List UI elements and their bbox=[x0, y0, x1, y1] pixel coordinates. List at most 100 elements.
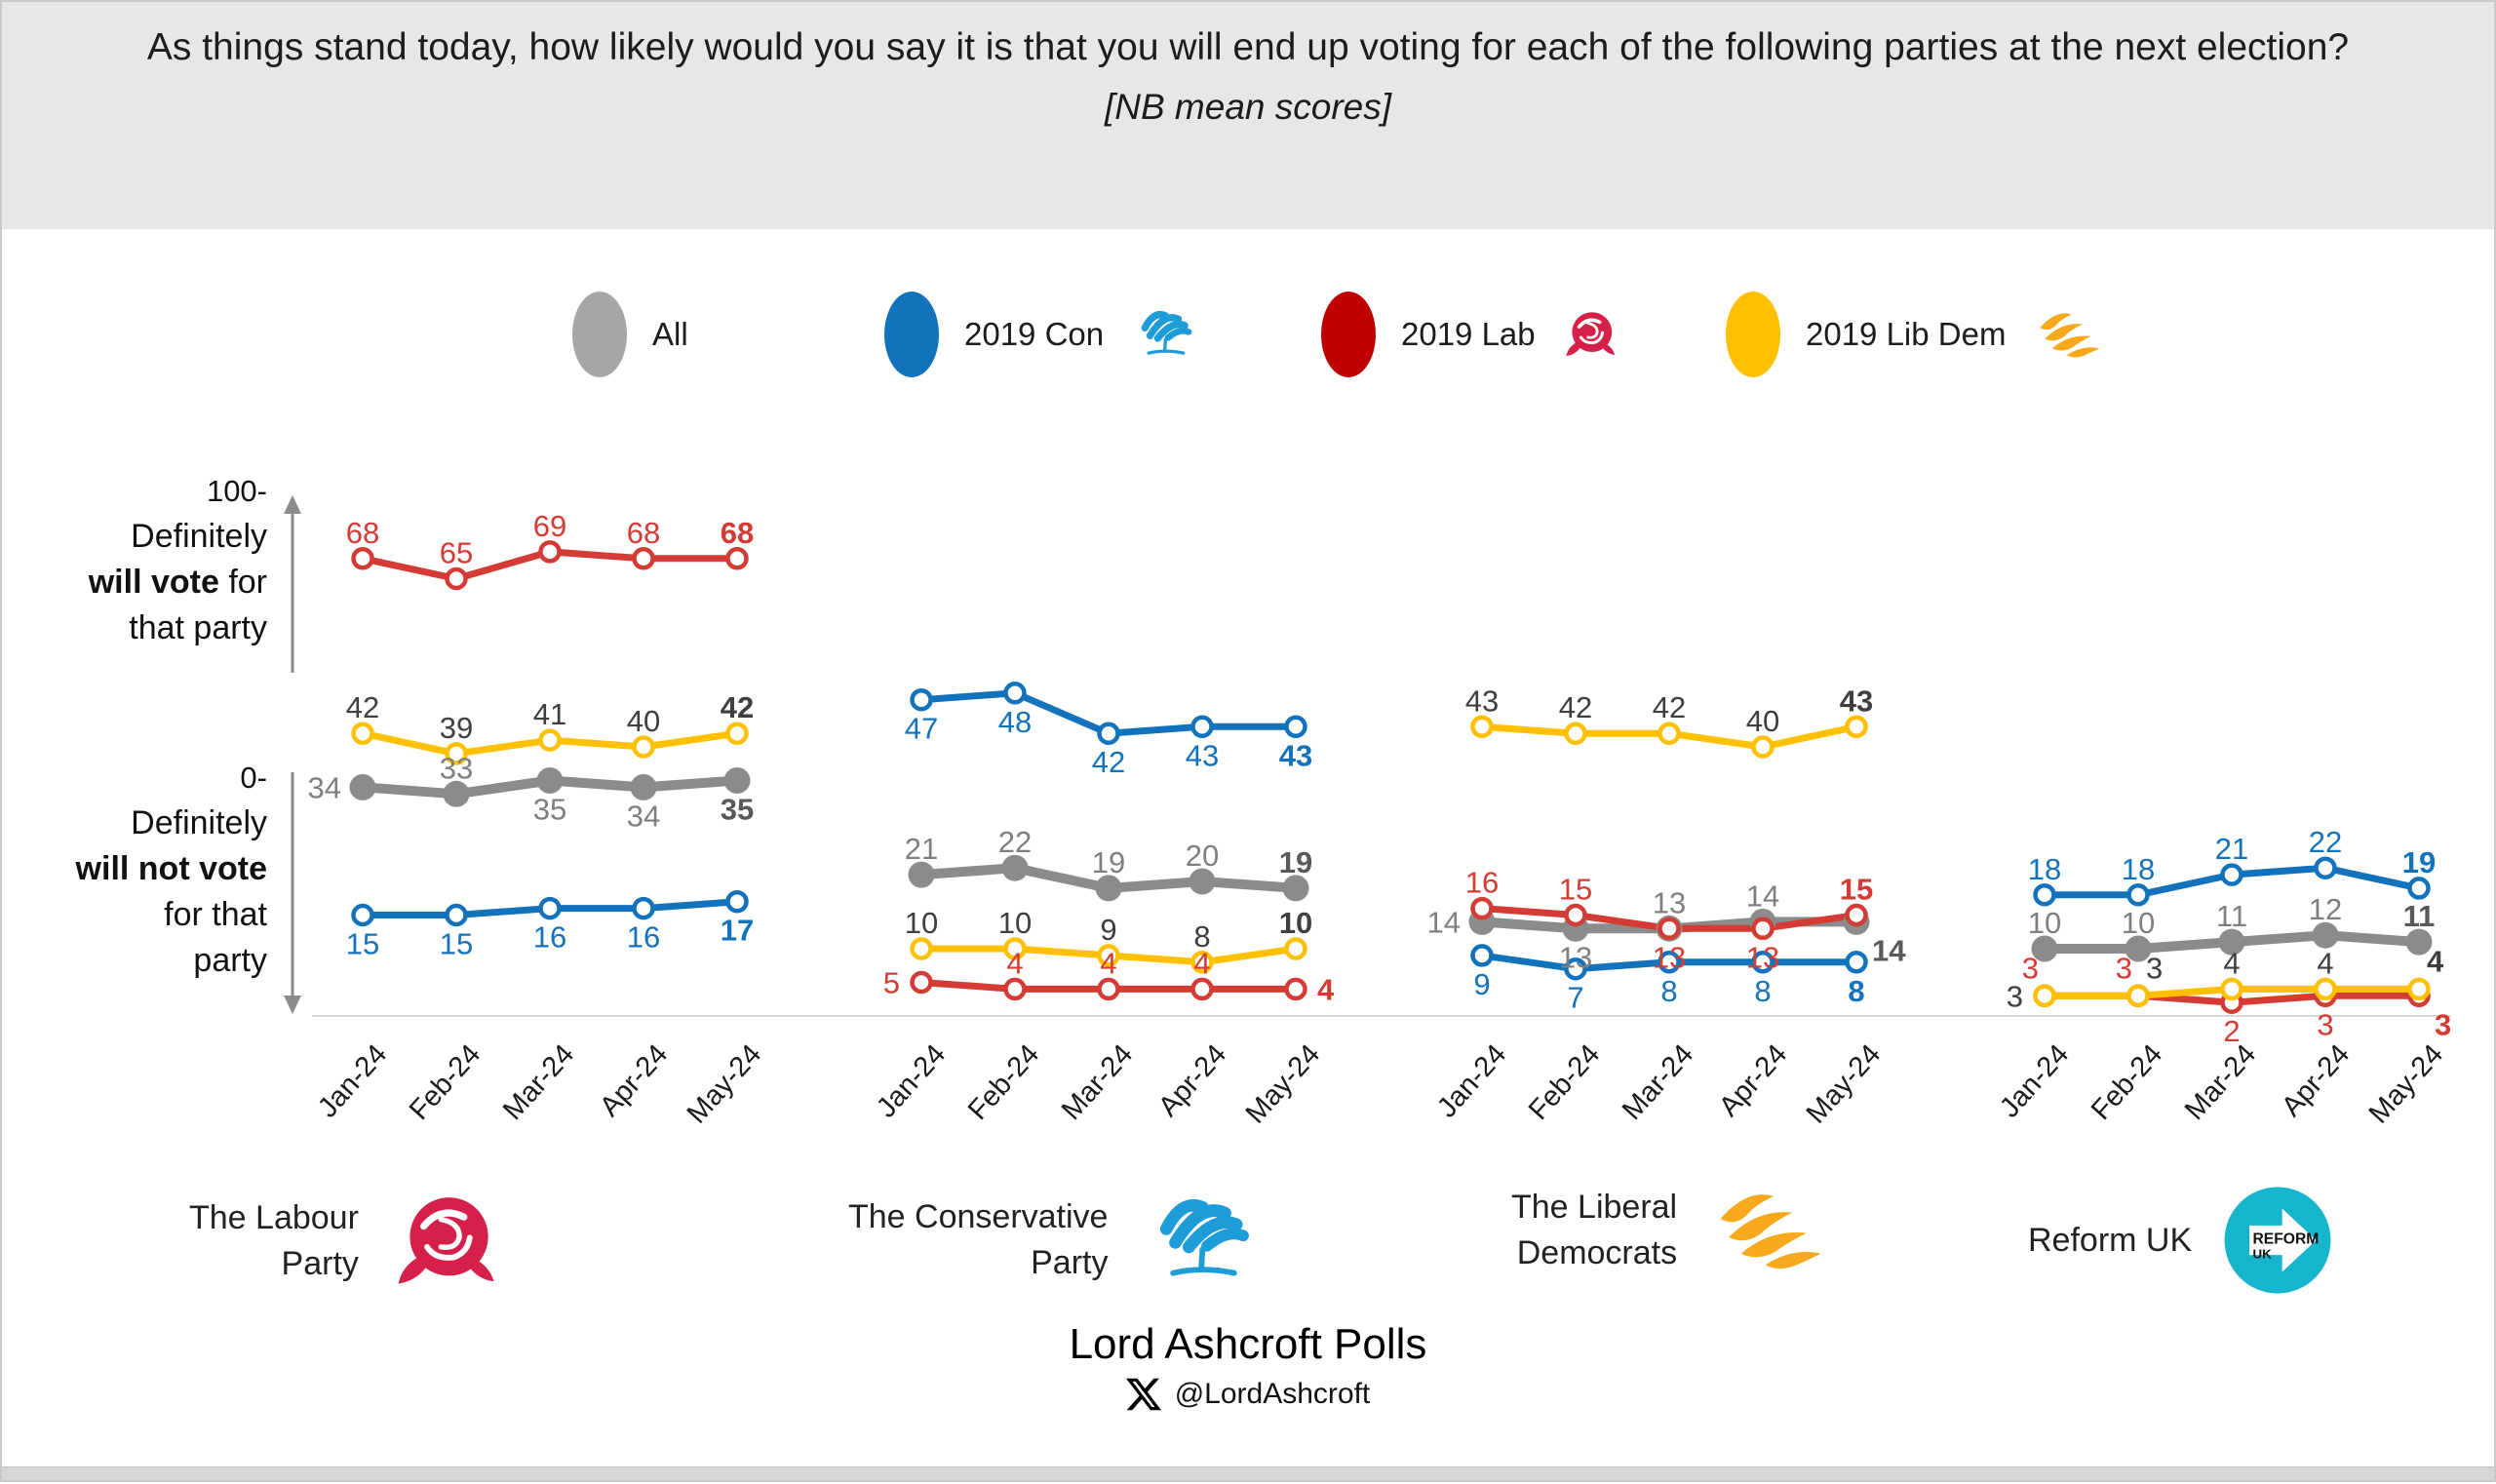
legend-label-all: All bbox=[652, 316, 688, 352]
legend-item-2019-lab: 2019 Lab bbox=[1321, 289, 1619, 380]
value-label: 13 bbox=[1746, 940, 1779, 974]
data-point-marker bbox=[1845, 951, 1868, 974]
data-point-marker bbox=[1658, 722, 1681, 745]
value-label: 43 bbox=[1186, 738, 1219, 772]
value-label: 69 bbox=[533, 509, 566, 543]
data-point-marker bbox=[1658, 917, 1681, 941]
legend-item-2019-con: 2019 Con bbox=[884, 289, 1199, 380]
value-label: 13 bbox=[1559, 940, 1592, 974]
value-label: 3 bbox=[2146, 951, 2163, 985]
value-label: 41 bbox=[533, 697, 566, 731]
data-point-marker bbox=[445, 566, 468, 591]
y-axis-text-bold: will vote bbox=[88, 564, 219, 601]
x-tick-label: Feb-24 bbox=[404, 1038, 487, 1126]
data-point-marker bbox=[538, 540, 562, 564]
social-handle: @LordAshcroft bbox=[1174, 1378, 1371, 1410]
y-axis-text: party bbox=[193, 942, 267, 979]
data-point-marker bbox=[1097, 977, 1120, 1001]
value-label: 14 bbox=[1427, 905, 1461, 939]
value-label: 65 bbox=[440, 536, 473, 570]
value-label: 16 bbox=[1465, 866, 1499, 900]
brand-title: Lord Ashcroft Polls bbox=[1069, 1320, 1427, 1368]
value-label: 4 bbox=[1193, 946, 1210, 980]
value-label: 13 bbox=[1653, 940, 1686, 974]
data-point-marker bbox=[538, 896, 562, 920]
value-label: 35 bbox=[721, 793, 754, 827]
y-axis-text: that party bbox=[129, 609, 267, 646]
data-point-marker bbox=[351, 547, 374, 570]
value-label: 8 bbox=[1754, 974, 1771, 1008]
value-label: 5 bbox=[883, 966, 900, 1000]
data-point-marker bbox=[2126, 984, 2150, 1008]
legend-label-2019-lab: 2019 Lab bbox=[1401, 316, 1536, 352]
y-axis-text: Definitely bbox=[131, 804, 267, 841]
value-label: 8 bbox=[1660, 974, 1677, 1008]
data-point-marker bbox=[1095, 875, 1122, 902]
value-label: 20 bbox=[1186, 839, 1219, 873]
y-axis-text: for bbox=[218, 564, 267, 601]
chart-title-block: As things stand today, how likely would … bbox=[41, 21, 2455, 133]
y-axis-text: Definitely bbox=[131, 518, 267, 555]
data-point-marker bbox=[1003, 937, 1027, 960]
value-label: 3 bbox=[2022, 951, 2039, 985]
chart-question: As things stand today, how likely would … bbox=[146, 26, 2350, 68]
data-point-marker bbox=[538, 728, 562, 752]
labour-rose-logo bbox=[388, 1184, 503, 1299]
value-label: 33 bbox=[440, 751, 473, 785]
legend-swatch-all bbox=[572, 292, 627, 377]
value-label: 10 bbox=[2028, 906, 2061, 940]
data-point-marker bbox=[632, 896, 655, 920]
data-point-marker bbox=[725, 889, 749, 914]
data-point-marker bbox=[910, 970, 933, 995]
x-tick-label: Mar-24 bbox=[1056, 1038, 1139, 1126]
legend-label-2019-lib-dem: 2019 Lib Dem bbox=[1806, 316, 2007, 352]
data-point-marker bbox=[351, 903, 374, 927]
party-name-labour: The Labour Party bbox=[189, 1199, 359, 1282]
x-tick-label: Apr-24 bbox=[1152, 1038, 1232, 1122]
value-label: 14 bbox=[1872, 933, 1906, 967]
value-label: 21 bbox=[905, 832, 938, 866]
value-label: 4 bbox=[1006, 946, 1023, 980]
data-point-marker bbox=[1284, 715, 1307, 739]
panel-footer-reform: Reform UK REFORM UK bbox=[2028, 1184, 2334, 1297]
value-label: 34 bbox=[627, 799, 660, 833]
value-label: 12 bbox=[2309, 892, 2342, 926]
value-label: 4 bbox=[2223, 946, 2240, 980]
data-point-marker bbox=[1470, 896, 1494, 920]
data-point-marker bbox=[2407, 877, 2431, 900]
data-point-marker bbox=[1845, 715, 1868, 739]
value-label: 4 bbox=[1317, 972, 1335, 1006]
value-label: 18 bbox=[2028, 852, 2061, 886]
value-label: 3 bbox=[2435, 1007, 2451, 1041]
value-label: 4 bbox=[2427, 944, 2444, 978]
y-axis-text: for that bbox=[164, 896, 267, 933]
x-tick-label: Feb-24 bbox=[1523, 1038, 1606, 1126]
x-tick-label: May-24 bbox=[2363, 1038, 2449, 1129]
scale-arrow-down-head bbox=[284, 996, 301, 1014]
x-tick-label: Apr-24 bbox=[594, 1038, 674, 1122]
legend-swatch-2019-lib-dem bbox=[1726, 292, 1780, 377]
x-tick-label: May-24 bbox=[1240, 1038, 1326, 1129]
value-label: 39 bbox=[440, 711, 473, 745]
value-label: 9 bbox=[1473, 967, 1490, 1001]
data-point-marker bbox=[1751, 735, 1774, 759]
data-point-marker bbox=[1001, 854, 1029, 881]
scale-arrow-up-head bbox=[284, 495, 301, 514]
value-label: 4 bbox=[2317, 946, 2333, 980]
value-label: 10 bbox=[998, 906, 1032, 940]
value-label: 8 bbox=[1848, 974, 1864, 1008]
value-label: 10 bbox=[1279, 906, 1312, 940]
x-tick-label: Apr-24 bbox=[2276, 1038, 2356, 1122]
y-axis-bottom-tick: 0- bbox=[240, 761, 267, 795]
panel-footer-libdem: The Liberal Democrats bbox=[1511, 1184, 1829, 1276]
value-label: 13 bbox=[1653, 885, 1686, 919]
data-point-marker bbox=[1097, 722, 1120, 745]
legend-label-2019-con: 2019 Con bbox=[964, 316, 1105, 352]
reform-uk-logo: REFORM UK bbox=[2224, 1187, 2331, 1294]
value-label: 35 bbox=[533, 793, 566, 827]
value-label: 15 bbox=[346, 927, 379, 961]
data-point-marker bbox=[1470, 944, 1494, 967]
value-label: 40 bbox=[1746, 704, 1779, 738]
data-point-marker bbox=[2033, 883, 2056, 907]
data-point-marker bbox=[723, 767, 751, 794]
